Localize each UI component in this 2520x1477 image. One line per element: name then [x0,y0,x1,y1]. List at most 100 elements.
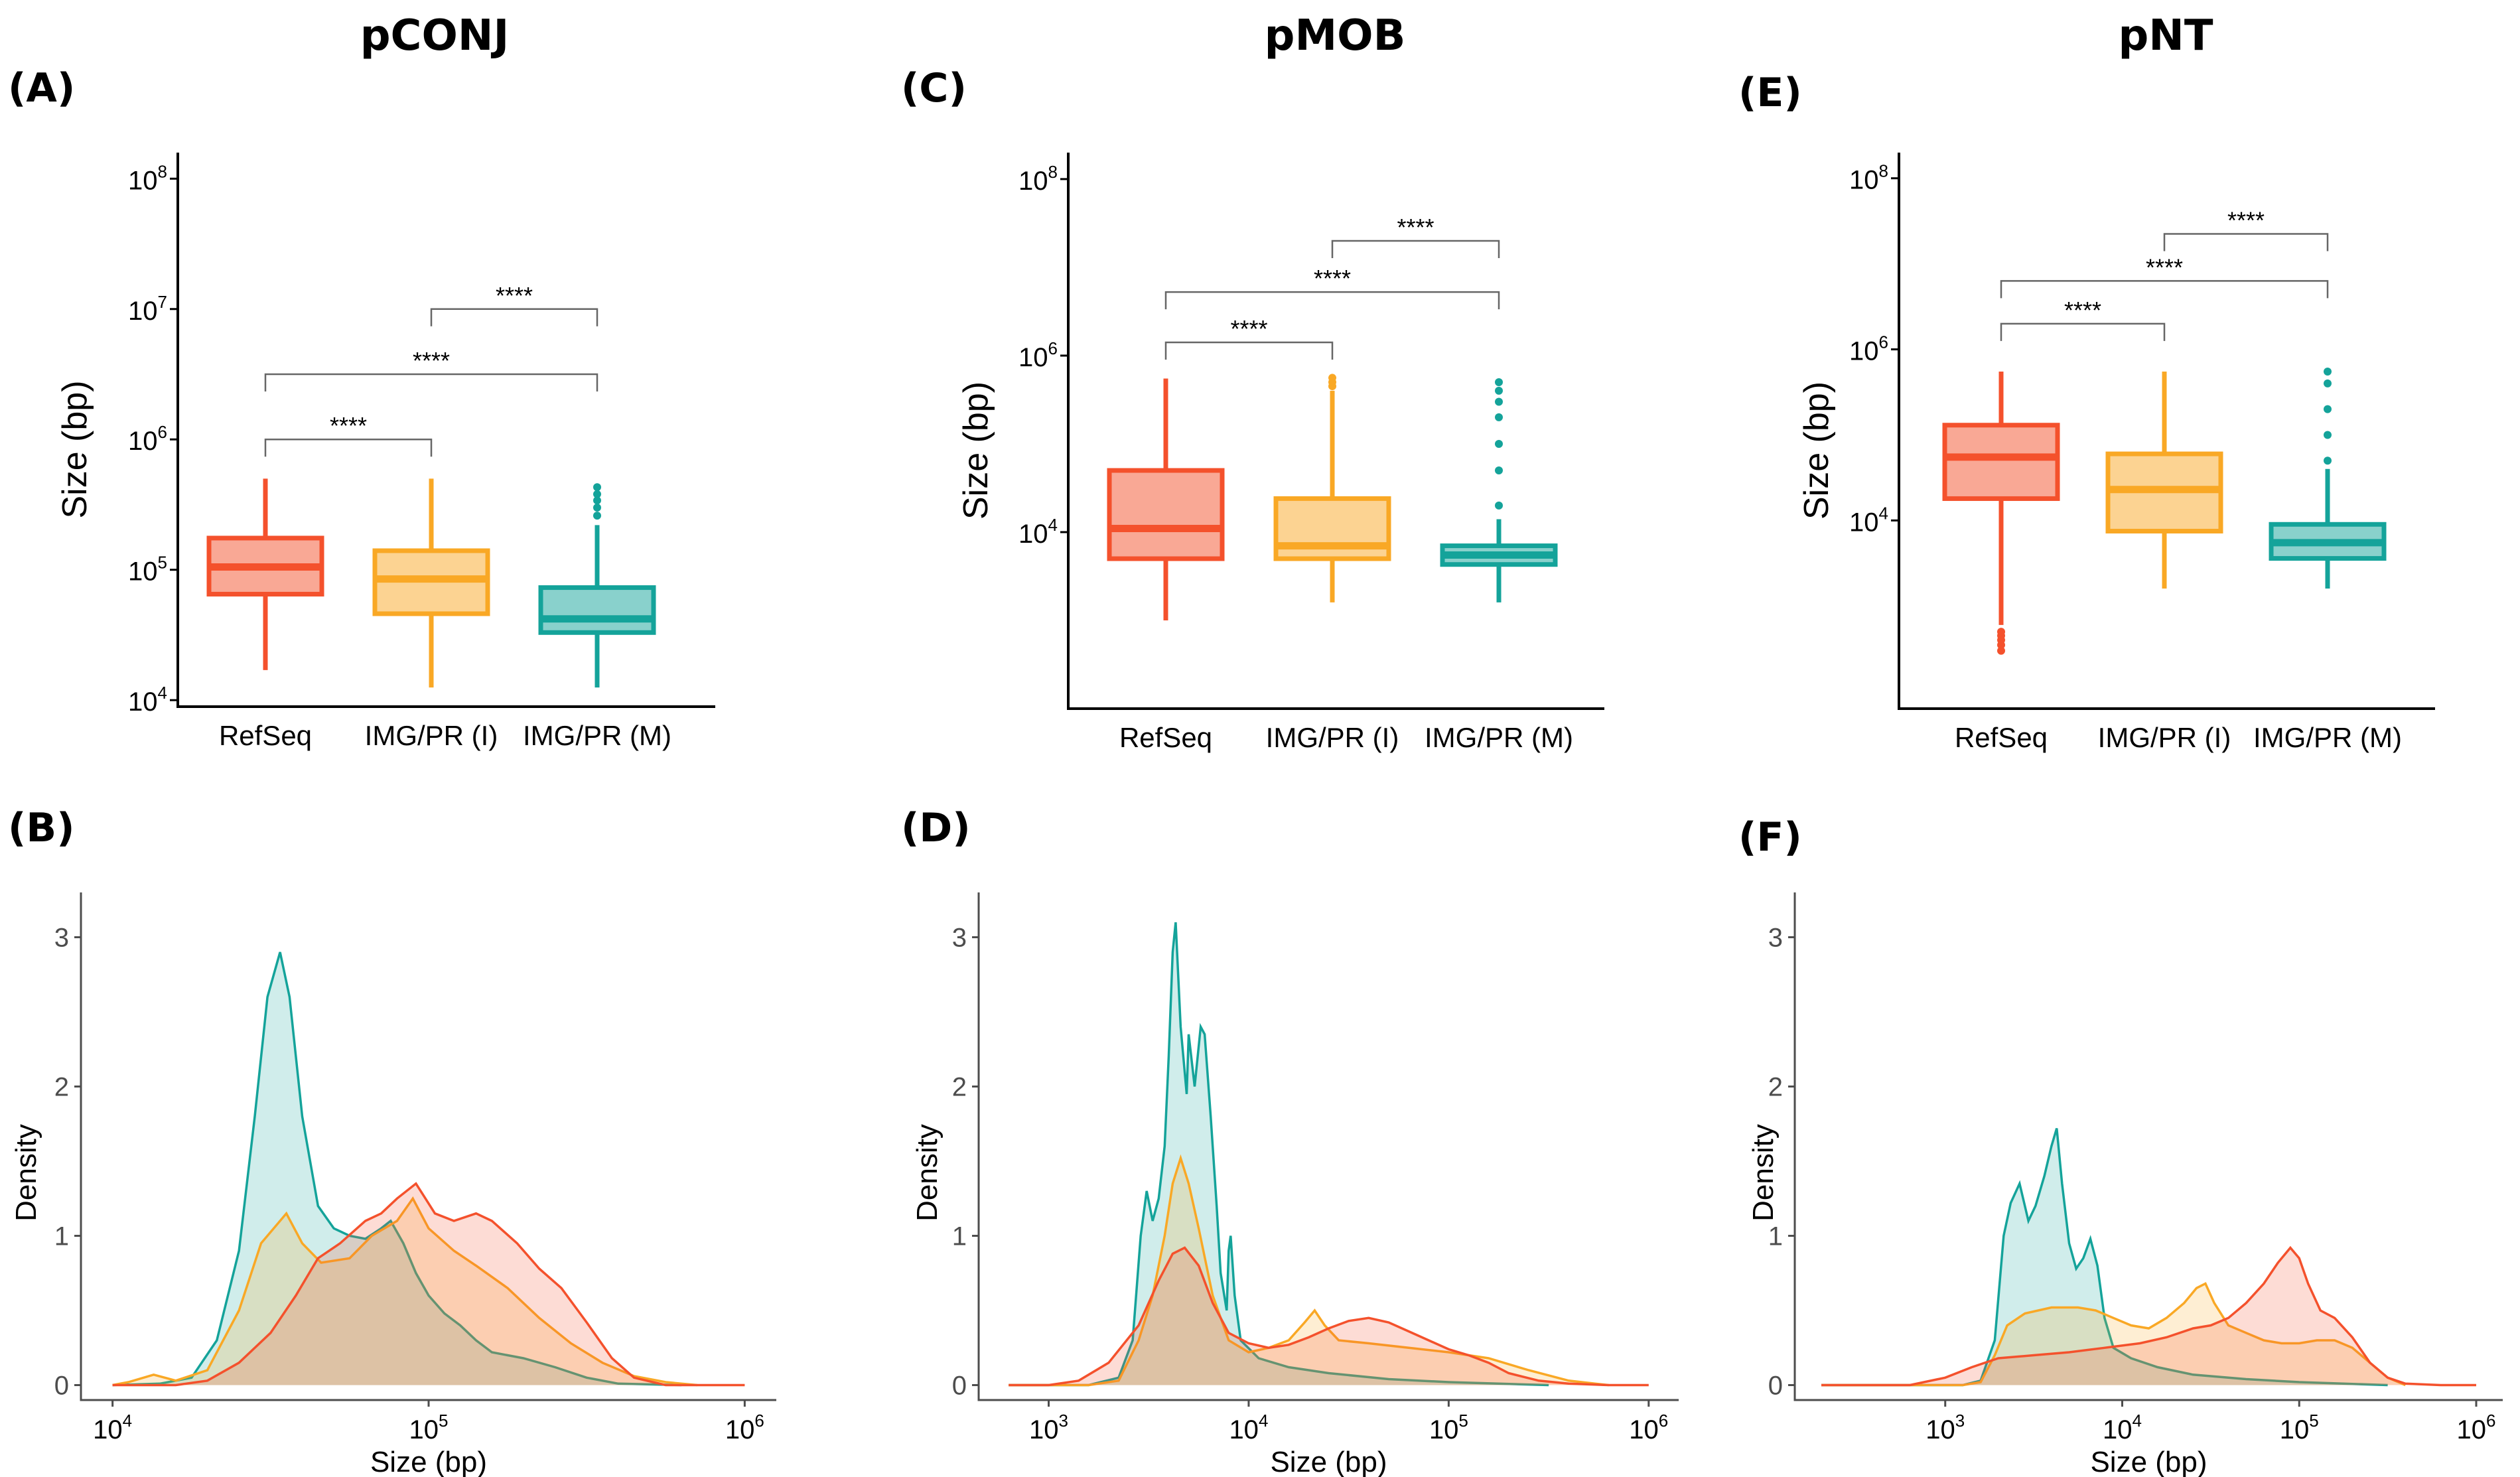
panel-letter-f: (F) [1738,814,1802,861]
y-tick-label: 105 [128,553,167,587]
outlier-point [2324,367,2332,376]
y-tick-label: 106 [1018,338,1058,372]
axis-lines [1793,892,2503,1401]
significance-label: **** [2064,297,2101,324]
category-label: RefSeq [219,720,312,751]
significance-label: **** [1397,214,1434,241]
box-iqr [1273,496,1391,561]
significance-label: **** [496,282,533,309]
y-axis-title: Density [10,1124,42,1222]
x-axis-title: Size (bp) [370,1446,487,1477]
column-title-pnt: pNT [2118,11,2213,60]
outlier-point [2324,457,2332,465]
y-tick-label: 106 [1849,332,1888,366]
axis-lines [176,153,715,708]
y-tick-label: 104 [128,683,167,717]
outlier-point [1495,413,1503,421]
y-axis-title: Density [1747,1124,1780,1222]
column-title-pmob: pMOB [1265,11,1406,60]
box-iqr [1942,423,2060,501]
outlier-point [1997,628,2005,636]
y-tick-label: 0 [1768,1372,1783,1401]
density-panel-d: 0 1 2 3 103 104 105 106 Size (bp) Density [911,892,1679,1477]
box-imgpr-i [1273,374,1391,602]
significance-label: **** [413,347,450,374]
outlier-point [1328,374,1336,382]
density-line-imgpr-i [1009,1154,1609,1387]
boxplot-panel-e: 104 106 108 Size (bp) RefSeq IMG/PR (I) IMG/PR… [1797,153,2435,753]
column-title-pconj: pCONJ [360,11,510,60]
y-axis-title: Size (bp) [957,382,995,520]
box-imgpr-i [2105,371,2223,589]
boxplot-panel-a: 104 105 106 107 108 Size (bp) RefSeq IMG/PR (I)… [56,153,715,751]
outlier-point [1495,386,1503,395]
panel-letter-c: (C) [901,65,967,111]
outlier-point [1495,439,1503,448]
density-line-refseq [112,1182,745,1387]
density-area-refseq [1009,1247,1649,1385]
outlier-point [1997,646,2005,655]
density-area-refseq [1821,1247,2476,1385]
x-tick-label: 105 [1429,1411,1468,1444]
density-area-imgpr-i [1009,1158,1609,1385]
x-tick-label: 103 [1925,1411,1965,1444]
outlier-point [2324,405,2332,413]
density-line-imgpr-m [112,951,682,1387]
box-imgpr-m [2269,367,2387,589]
significance-bracket [1331,240,1500,259]
y-tick-label: 2 [54,1073,69,1102]
y-tick-label: 3 [1768,924,1783,953]
significance-bracket [1164,341,1334,360]
box-refseq [1942,371,2060,655]
x-tick-label: 104 [2103,1411,2142,1444]
outlier-point [1495,466,1503,474]
y-tick-label: 2 [1768,1073,1783,1102]
x-tick-label: 103 [1029,1411,1068,1444]
box-imgpr-m [538,483,656,688]
y-tick-label: 106 [128,422,167,456]
y-tick-label: 0 [952,1372,967,1401]
density-area-refseq [112,1183,745,1385]
outlier-point [1495,378,1503,386]
y-tick-label: 108 [128,161,167,195]
density-line-imgpr-m [1009,922,1549,1387]
density-panel-f: 0 1 2 3 103 104 105 106 Size (bp) Density [1747,892,2503,1477]
y-tick-label: 2 [952,1073,967,1102]
outlier-point [2324,431,2332,439]
significance-label: **** [1314,265,1351,292]
x-tick-label: 104 [1229,1411,1268,1444]
y-axis-title: Size (bp) [56,380,94,518]
significance-bracket [2000,280,2329,299]
panel-letter-a: (A) [8,65,75,111]
y-tick-label: 108 [1018,162,1058,196]
x-tick-label: 105 [2280,1411,2319,1444]
density-area-imgpr-m [1009,922,1549,1385]
x-tick-label: 106 [1629,1411,1668,1444]
category-label: IMG/PR (M) [523,720,671,751]
density-line-imgpr-i [1821,1282,2406,1387]
category-label: IMG/PR (M) [2253,722,2402,753]
significance-bracket [430,308,598,326]
axis-lines [1067,153,1604,710]
y-tick-label: 1 [54,1222,69,1251]
density-line-refseq [1009,1246,1649,1387]
box-imgpr-m [1440,378,1558,602]
box-iqr [1107,468,1225,561]
x-tick-label: 106 [2457,1411,2496,1444]
y-axis-title: Density [911,1124,944,1222]
density-area-imgpr-m [1821,1128,2388,1385]
category-label: IMG/PR (M) [1425,722,1573,753]
y-tick-label: 107 [128,292,167,326]
significance-bracket [1164,291,1500,310]
significance-bracket [2000,322,2166,341]
y-tick-label: 1 [952,1222,967,1251]
category-label: RefSeq [1119,722,1212,753]
density-area-imgpr-m [112,952,682,1385]
box-iqr [538,585,656,635]
y-tick-label: 3 [952,924,967,953]
panel-letter-e: (E) [1738,70,1802,116]
density-line-imgpr-i [112,1196,698,1387]
panel-letter-d: (D) [901,805,971,851]
boxplot-panel-c: 104 106 108 Size (bp) RefSeq IMG/PR (I) IMG/PR… [957,153,1604,753]
